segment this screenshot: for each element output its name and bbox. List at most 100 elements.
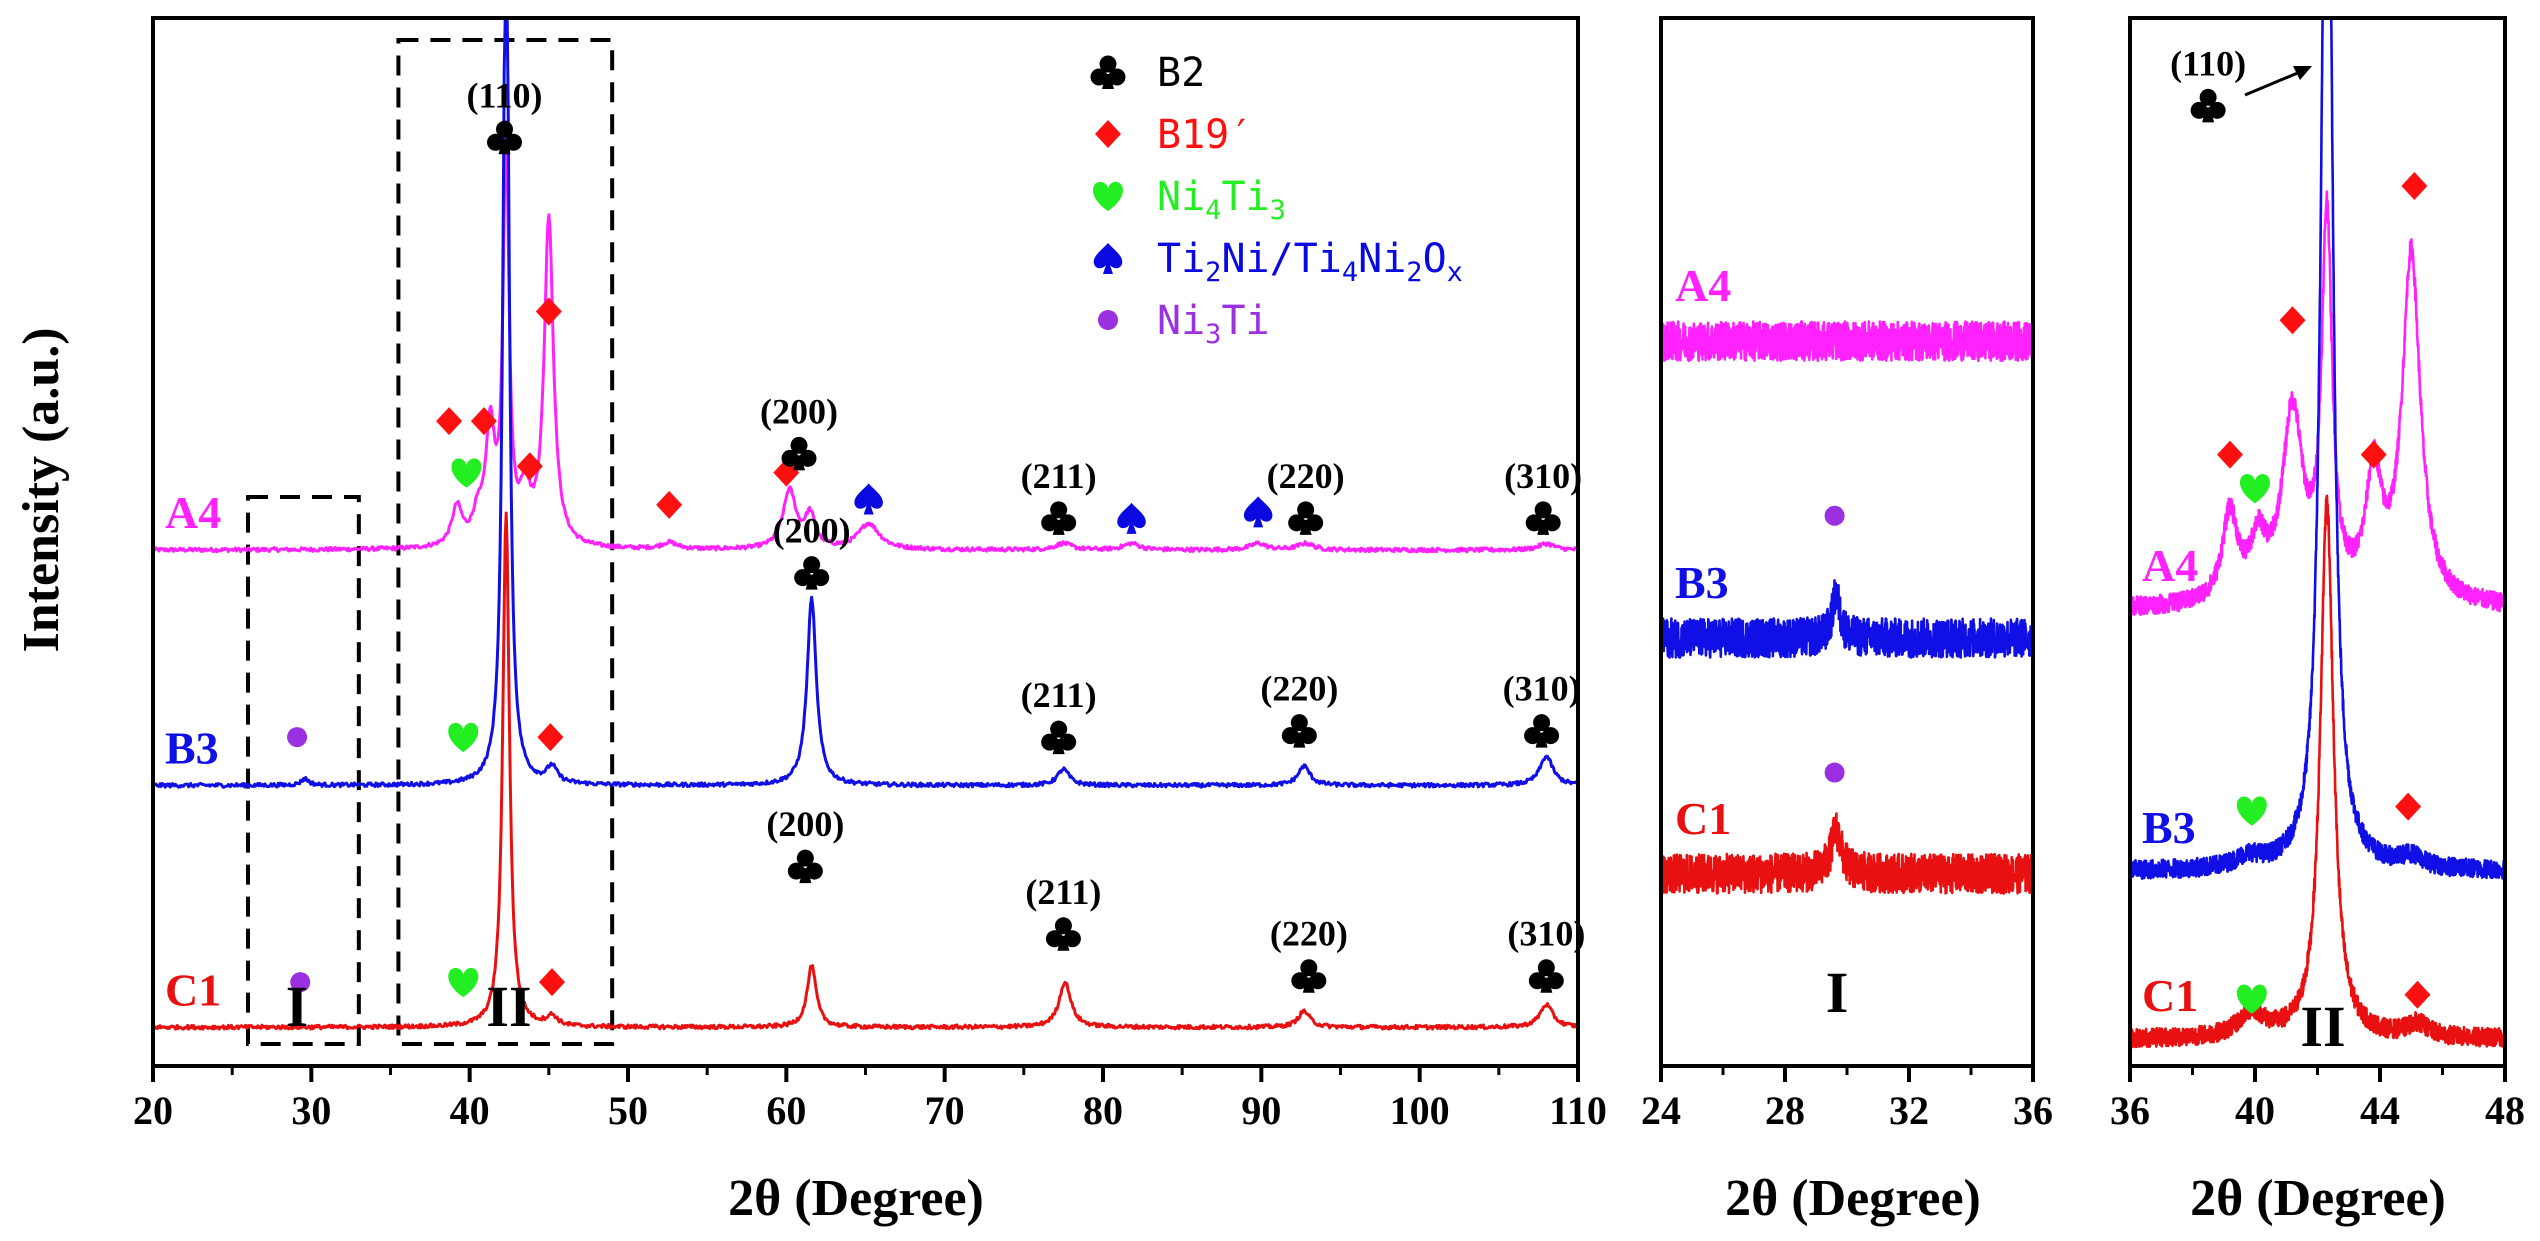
- miller-index-label: (220): [1267, 456, 1345, 496]
- club-icon: [2190, 88, 2226, 123]
- diamond-icon: [2401, 171, 2428, 200]
- heart-icon: [2236, 796, 2267, 826]
- miller-index-label: (110): [467, 75, 543, 115]
- region-label-ii: II: [486, 974, 531, 1039]
- miller-index-label: (310): [1504, 456, 1582, 496]
- x-tick-label: 44: [2360, 1088, 2400, 1133]
- miller-index-label: (200): [773, 511, 851, 551]
- miller-index-label: (310): [1507, 914, 1585, 954]
- club-icon: [1045, 917, 1081, 951]
- x-tick-label: 24: [1641, 1088, 1681, 1133]
- club-icon: [1291, 959, 1327, 993]
- x-tick-label: 36: [2013, 1088, 2053, 1133]
- legend-label-ni3ti: Ni3Ti: [1157, 298, 1270, 350]
- sample-label-b3: B3: [165, 722, 219, 773]
- heart-icon: [1093, 181, 1123, 211]
- dot-icon: [287, 727, 308, 748]
- diamond-icon: [1095, 120, 1121, 148]
- club-icon: [1090, 55, 1126, 89]
- curve-b3-panel-0: [151, 16, 1579, 789]
- x-tick-label: 40: [2235, 1088, 2275, 1133]
- club-icon: [487, 120, 522, 155]
- miller-index-label: (200): [760, 391, 838, 431]
- diamond-icon: [2279, 306, 2306, 335]
- diamond-icon: [2395, 792, 2422, 821]
- legend: B2 B19′ Ni4Ti3 Ti2Ni/Ti4Ni2Ox Ni3Ti: [1090, 50, 1463, 350]
- club-icon: [1528, 959, 1564, 993]
- x-tick-label: 40: [450, 1088, 490, 1133]
- x-tick-label: 30: [291, 1088, 331, 1133]
- legend-label-ni4ti3: Ni4Ti3: [1157, 174, 1286, 226]
- arrow-head-icon: [2293, 66, 2312, 80]
- legend-label-b2: B2: [1157, 50, 1205, 96]
- dot-icon: [1824, 762, 1845, 783]
- x-tick-label: 60: [766, 1088, 806, 1133]
- miller-index-label: (310): [1503, 669, 1581, 709]
- x-tick-label: 110: [1549, 1088, 1607, 1133]
- spade-icon: [1117, 502, 1146, 534]
- heart-icon: [2236, 984, 2267, 1014]
- region-boxes: [246, 38, 615, 1046]
- spade-icon: [854, 483, 883, 515]
- club-icon: [787, 849, 823, 884]
- diamond-icon: [2404, 980, 2431, 1009]
- diamond-icon: [535, 297, 562, 326]
- diamond-icon: [539, 968, 565, 997]
- diamond-icon: [470, 407, 497, 436]
- diamond-icon: [516, 452, 543, 481]
- x-tick-label: 32: [1889, 1088, 1929, 1133]
- heart-icon: [448, 967, 479, 998]
- miller-index-label: (220): [1260, 669, 1338, 709]
- miller-index-label: (211): [1021, 675, 1097, 715]
- x-tick-label: 36: [2110, 1088, 2150, 1133]
- diamond-icon: [656, 490, 683, 519]
- club-icon: [1041, 720, 1077, 755]
- miller-index-label: (211): [1021, 456, 1097, 496]
- sample-label-c1: C1: [165, 964, 221, 1015]
- x-tick-label: 20: [133, 1088, 173, 1133]
- dot-icon: [1824, 505, 1845, 526]
- club-icon: [1288, 501, 1324, 535]
- dot-icon: [1098, 310, 1118, 330]
- diamond-icon: [2360, 440, 2387, 469]
- x-tick-label: 80: [1083, 1088, 1123, 1133]
- axis-ticks: 20 30 40 50 60 70 80 90 100 110 24 28 32 36 36 40 44 48: [133, 1066, 2525, 1133]
- sample-label-c1: C1: [1675, 793, 1731, 844]
- heart-icon: [451, 458, 482, 488]
- curve-c1-panel-1: [1659, 812, 2035, 895]
- diffraction-curves: [151, 16, 2507, 1049]
- x-axis-title-panel-ii: 2θ (Degree): [2190, 1170, 2446, 1227]
- plot-frame-panel-0: [151, 16, 1580, 1068]
- sample-label-a4: A4: [2142, 540, 2198, 591]
- plot-frame-panel-1: [1659, 16, 2035, 1068]
- panel-ii-label: II: [2300, 994, 2345, 1059]
- arrow-line: [2244, 70, 2301, 97]
- x-tick-label: 100: [1390, 1088, 1450, 1133]
- y-axis-title: Intensity (a.u.): [13, 327, 70, 652]
- x-tick-label: 28: [1765, 1088, 1805, 1133]
- miller-index-label: (211): [1025, 872, 1101, 912]
- diamond-icon: [2217, 440, 2243, 469]
- heart-icon: [448, 722, 479, 753]
- sample-labels: A4 B3 C1 A4 B3 C1 A4 B3 C1: [165, 260, 2198, 1021]
- sample-label-c1: C1: [2142, 970, 2198, 1021]
- curve-c1-panel-2: [2128, 494, 2507, 1049]
- spade-icon: [1093, 243, 1123, 274]
- x-tick-label: 90: [1241, 1088, 1281, 1133]
- club-icon: [1525, 501, 1561, 535]
- curve-c1-panel-0: [152, 511, 1580, 1031]
- sample-label-a4: A4: [1675, 260, 1731, 311]
- diamond-icon: [537, 723, 564, 752]
- x-tick-label: 48: [2485, 1088, 2525, 1133]
- curve-b3-panel-2: [2128, 16, 2507, 880]
- curve-a4-panel-1: [1659, 320, 2035, 363]
- sample-label-b3: B3: [2142, 802, 2196, 853]
- region-box-i: [246, 495, 361, 1046]
- miller-index-label: (220): [1270, 914, 1348, 954]
- legend-label-b19p: B19′: [1157, 112, 1253, 158]
- sample-label-a4: A4: [165, 487, 221, 538]
- diamond-icon: [436, 407, 463, 436]
- dot-icon: [290, 972, 311, 993]
- peak-annotations: (110) (200) (211) (220) (310) (200) (211) (220)…: [287, 43, 2431, 1014]
